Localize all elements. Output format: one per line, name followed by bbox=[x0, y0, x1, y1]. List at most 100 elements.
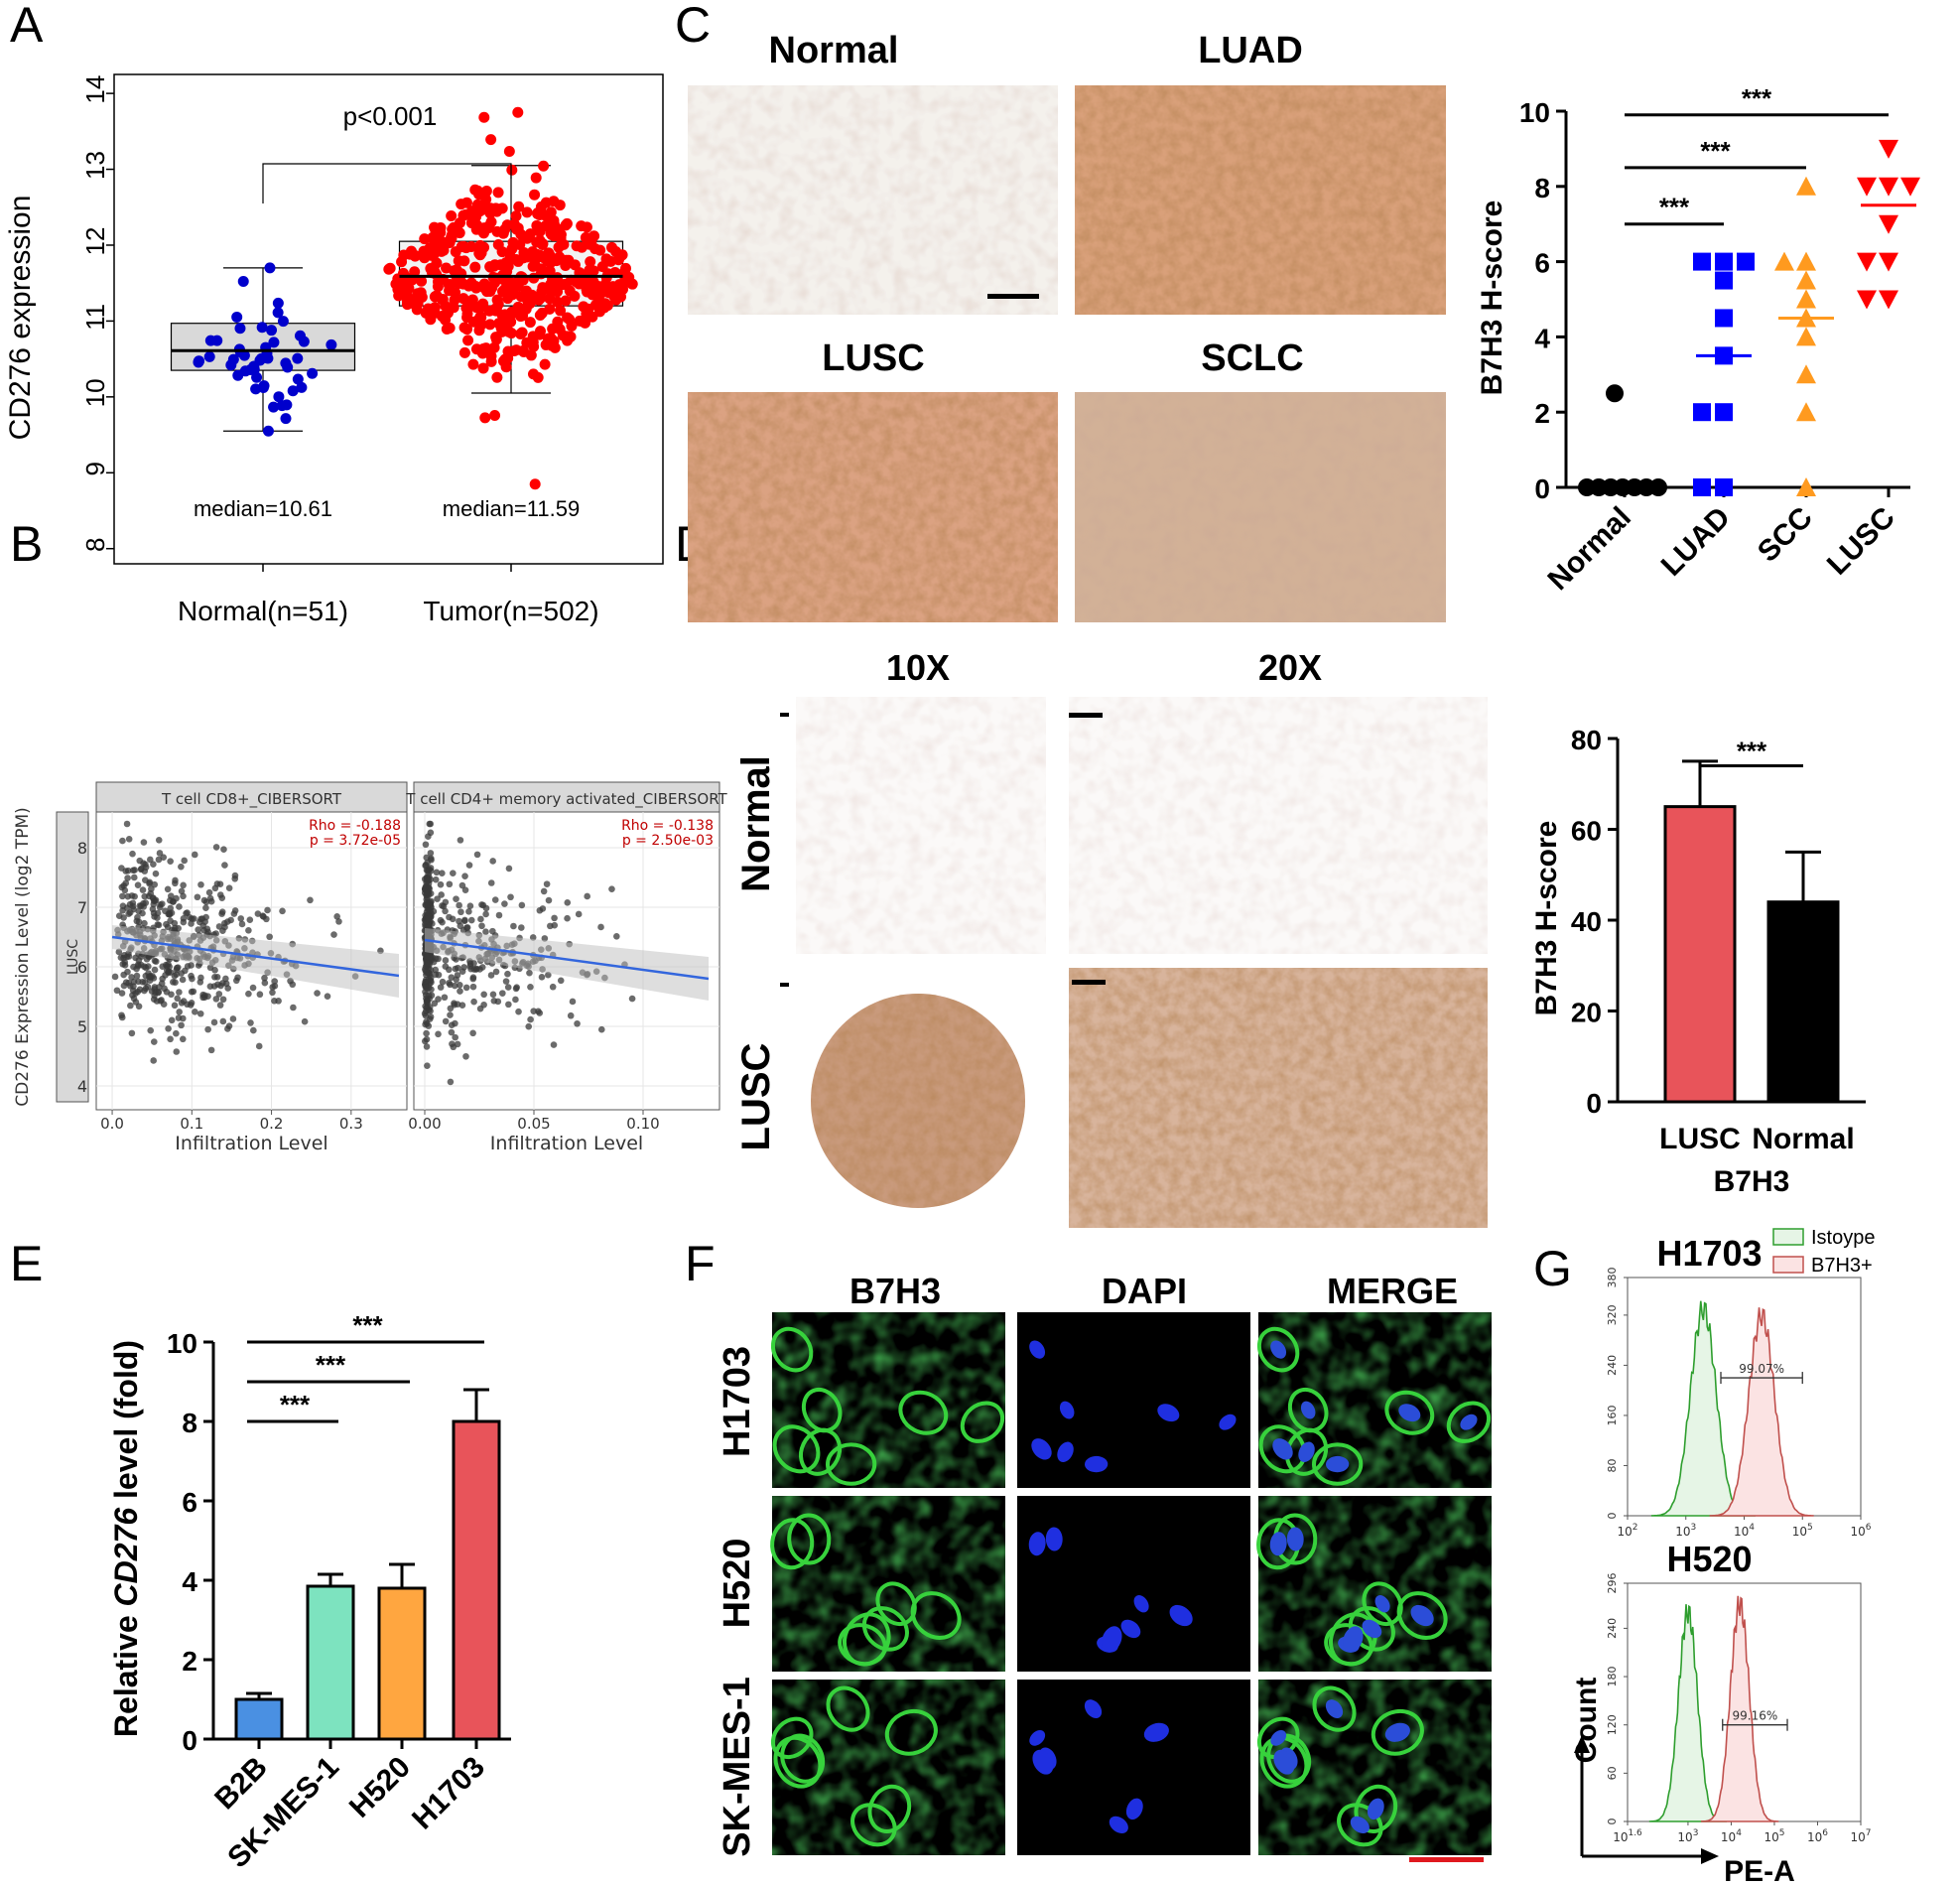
a-point bbox=[616, 249, 628, 261]
if-nucleus bbox=[1272, 1438, 1293, 1460]
if-nucleus bbox=[1120, 1619, 1141, 1639]
d-bar bbox=[1663, 805, 1737, 1104]
b-point bbox=[449, 1040, 456, 1048]
b-point bbox=[461, 916, 468, 924]
a-point bbox=[251, 371, 263, 383]
panel-c-images bbox=[688, 85, 1446, 622]
c-point bbox=[1796, 402, 1816, 422]
a-point bbox=[563, 254, 575, 266]
b-point bbox=[245, 927, 252, 934]
a-point bbox=[517, 252, 529, 264]
b-point bbox=[438, 891, 445, 898]
c-xtick-label: Normal bbox=[1542, 501, 1637, 597]
g-ytick-label: 240 bbox=[1606, 1618, 1619, 1639]
d-ytick-label: 60 bbox=[1571, 816, 1602, 847]
a-ytick-label: 8 bbox=[80, 537, 110, 551]
a-point bbox=[467, 358, 479, 370]
a-point bbox=[503, 145, 515, 157]
b-point bbox=[215, 923, 223, 930]
a-point bbox=[462, 335, 474, 346]
d-ytick-label: 80 bbox=[1571, 725, 1602, 755]
c-point bbox=[1715, 478, 1733, 496]
b-point bbox=[176, 989, 183, 996]
g-xtick-base: 10 bbox=[1617, 1525, 1632, 1539]
b-point bbox=[495, 911, 503, 919]
a-point bbox=[534, 293, 546, 305]
b-ytick-label: 8 bbox=[77, 839, 87, 858]
c-point bbox=[1715, 403, 1733, 422]
b-point bbox=[152, 870, 160, 877]
a-point bbox=[521, 232, 533, 244]
a-point bbox=[449, 294, 460, 306]
b-row-label: LUSC bbox=[65, 939, 81, 975]
a-point bbox=[503, 326, 515, 337]
b-point bbox=[148, 988, 156, 995]
if-image-2-1 bbox=[1017, 1680, 1250, 1855]
b-point bbox=[117, 954, 125, 961]
a-point bbox=[510, 210, 522, 222]
b-point bbox=[150, 909, 158, 917]
g-gate-label: 99.07% bbox=[1739, 1362, 1784, 1376]
b-point bbox=[264, 906, 271, 914]
a-point bbox=[448, 221, 459, 233]
a-point bbox=[529, 254, 541, 266]
a-xtick-label: Normal(n=51) bbox=[178, 596, 348, 626]
b-point bbox=[134, 961, 142, 968]
e-ylabel-prefix: Relative bbox=[108, 1606, 144, 1737]
a-point bbox=[443, 279, 455, 291]
b-point bbox=[452, 1019, 458, 1027]
b-point bbox=[212, 844, 220, 851]
a-point bbox=[431, 257, 443, 269]
c-point bbox=[1649, 478, 1667, 496]
c-significance-label: *** bbox=[1742, 83, 1772, 113]
b-point bbox=[174, 995, 182, 1003]
b-point bbox=[466, 902, 474, 910]
b-point bbox=[221, 923, 228, 931]
b-point bbox=[613, 932, 620, 940]
b-point bbox=[428, 979, 435, 986]
b-pvalue: p = 3.72e-05 bbox=[310, 833, 401, 849]
a-point bbox=[461, 324, 473, 336]
a-point bbox=[268, 401, 280, 413]
b-point bbox=[245, 990, 252, 998]
b-point bbox=[447, 1078, 455, 1086]
a-point bbox=[477, 227, 489, 239]
b-point bbox=[480, 991, 487, 999]
a-point bbox=[227, 353, 239, 365]
b-facet-title: T cell CD8+_CIBERSORT bbox=[161, 790, 342, 809]
b-point bbox=[139, 886, 147, 893]
panel-f-images bbox=[770, 1312, 1492, 1862]
if-nucleus bbox=[1143, 1722, 1169, 1742]
a-point bbox=[501, 260, 513, 272]
b-point bbox=[439, 978, 447, 986]
b-pvalue: p = 2.50e-03 bbox=[622, 833, 714, 849]
b-point bbox=[204, 1025, 211, 1033]
b-point bbox=[447, 1011, 454, 1018]
b-point bbox=[473, 851, 481, 859]
c-xtick-label: LUAD bbox=[1655, 501, 1737, 583]
f-col-title-merge: MERGE bbox=[1327, 1271, 1458, 1311]
if-green-signal bbox=[1258, 1680, 1492, 1855]
g-xtick-exp: 1.6 bbox=[1628, 1828, 1642, 1838]
b-point bbox=[451, 1001, 458, 1009]
c-point bbox=[1879, 290, 1898, 310]
b-point bbox=[172, 879, 179, 887]
b-point bbox=[447, 981, 454, 989]
a-point bbox=[477, 298, 489, 310]
b-point bbox=[150, 861, 157, 868]
b-point bbox=[575, 910, 583, 918]
c-significance-label: *** bbox=[1700, 136, 1731, 166]
b-point bbox=[427, 1013, 435, 1020]
b-point bbox=[142, 899, 150, 906]
b-point bbox=[221, 862, 228, 869]
ihc-d-normal-20x-texture bbox=[1069, 697, 1488, 954]
if-membrane bbox=[1371, 1708, 1424, 1756]
g-xtick-base: 10 bbox=[1764, 1830, 1778, 1844]
c-ytick-label: 4 bbox=[1534, 323, 1550, 353]
c-significance-label: *** bbox=[1659, 193, 1690, 222]
b-point bbox=[269, 989, 276, 997]
chart-b: LUSC CD276 Expression Level (log2 TPM) 4 5 6… bbox=[13, 790, 728, 1154]
ihc-d-lusc-10x-texture bbox=[811, 994, 1025, 1208]
b-point bbox=[211, 973, 218, 981]
a-point bbox=[411, 304, 423, 316]
